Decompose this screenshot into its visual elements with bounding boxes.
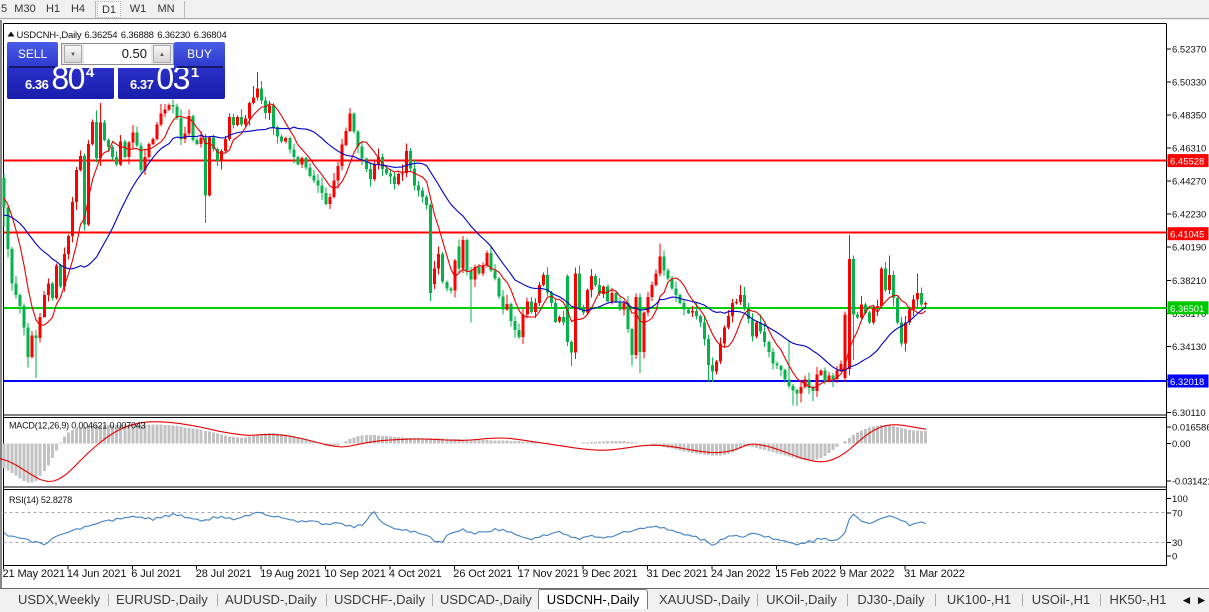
svg-text:31 Dec 2021: 31 Dec 2021: [647, 568, 708, 580]
svg-text:USDCNH-,Daily: USDCNH-,Daily: [17, 30, 82, 41]
svg-text:30: 30: [1172, 538, 1183, 549]
svg-text:6.50330: 6.50330: [1172, 77, 1206, 88]
svg-text:6.41045: 6.41045: [1170, 230, 1204, 241]
svg-text:6.44270: 6.44270: [1172, 177, 1206, 188]
svg-text:6.40190: 6.40190: [1172, 243, 1206, 254]
svg-text:0: 0: [1172, 552, 1177, 563]
svg-text:6.36888: 6.36888: [121, 30, 154, 41]
svg-text:31 Mar 2022: 31 Mar 2022: [904, 568, 965, 580]
svg-text:6.45528: 6.45528: [1170, 157, 1204, 168]
svg-text:21 May 2021: 21 May 2021: [3, 568, 66, 580]
svg-text:10 Sep 2021: 10 Sep 2021: [325, 568, 386, 580]
svg-text:6.42230: 6.42230: [1172, 210, 1206, 221]
svg-text:14 Jun 2021: 14 Jun 2021: [67, 568, 126, 580]
svg-text:6 Jul 2021: 6 Jul 2021: [131, 568, 181, 580]
svg-text:70: 70: [1172, 509, 1183, 520]
svg-text:6.36501: 6.36501: [1170, 304, 1204, 315]
svg-text:0.00: 0.00: [1172, 439, 1191, 450]
svg-text:6.36230: 6.36230: [157, 30, 190, 41]
svg-text:6.30110: 6.30110: [1172, 408, 1206, 419]
svg-text:RSI(14) 52.8278: RSI(14) 52.8278: [9, 495, 72, 505]
svg-text:6.36804: 6.36804: [194, 30, 227, 41]
svg-text:6.36254: 6.36254: [84, 30, 117, 41]
svg-text:9 Mar 2022: 9 Mar 2022: [840, 568, 895, 580]
svg-text:15 Feb 2022: 15 Feb 2022: [775, 568, 836, 580]
svg-text:6.32018: 6.32018: [1170, 377, 1204, 388]
svg-text:24 Jan 2022: 24 Jan 2022: [711, 568, 770, 580]
svg-text:6.46310: 6.46310: [1172, 144, 1206, 155]
svg-text:17 Nov 2021: 17 Nov 2021: [518, 568, 579, 580]
svg-text:6.48350: 6.48350: [1172, 111, 1206, 122]
svg-text:6.38210: 6.38210: [1172, 276, 1206, 287]
svg-text:6.34130: 6.34130: [1172, 342, 1206, 353]
svg-text:9 Dec 2021: 9 Dec 2021: [582, 568, 637, 580]
svg-text:28 Jul 2021: 28 Jul 2021: [196, 568, 252, 580]
svg-text:6.52370: 6.52370: [1172, 44, 1206, 55]
svg-text:26 Oct 2021: 26 Oct 2021: [453, 568, 512, 580]
svg-text:100: 100: [1172, 494, 1188, 505]
svg-text:0.016586: 0.016586: [1172, 423, 1209, 434]
svg-text:4 Oct 2021: 4 Oct 2021: [389, 568, 442, 580]
svg-text:19 Aug 2021: 19 Aug 2021: [260, 568, 321, 580]
svg-text:-0.031421: -0.031421: [1172, 477, 1209, 488]
svg-text:MACD(12,26,9) 0.004621 0.00704: MACD(12,26,9) 0.004621 0.007043: [9, 421, 146, 431]
